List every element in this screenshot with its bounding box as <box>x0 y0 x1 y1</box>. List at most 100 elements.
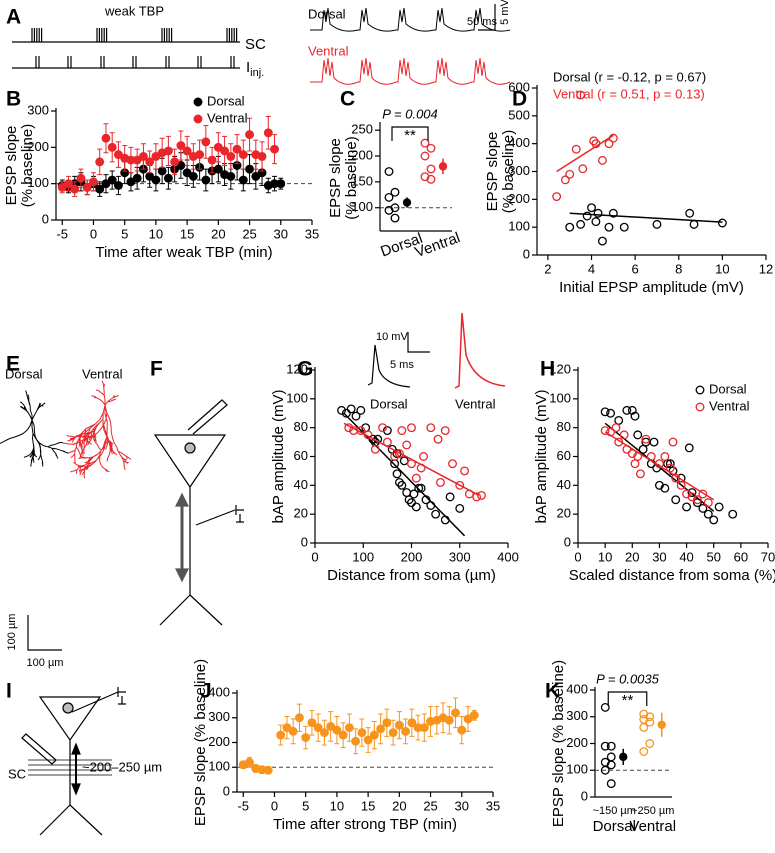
data-point <box>378 423 387 433</box>
data-point <box>455 480 465 490</box>
x-tick-label: 0 <box>574 549 581 564</box>
panel-label: B <box>6 88 21 111</box>
panel-label: H <box>540 358 555 381</box>
data-point <box>431 509 441 519</box>
data-point <box>113 181 123 190</box>
panel-label: G <box>297 358 313 381</box>
data-point <box>444 715 454 725</box>
data-point <box>578 164 588 174</box>
y-axis-label: EPSP slope (% baseline) <box>192 659 209 826</box>
data-point <box>226 151 236 161</box>
data-point <box>421 495 431 505</box>
data-point <box>176 141 186 150</box>
data-point <box>587 203 596 213</box>
y-tick-label: 400 <box>208 684 230 699</box>
x-tick-label: 300 <box>449 549 471 564</box>
data-point <box>95 157 105 167</box>
g-dorsal: Dorsal <box>370 396 408 411</box>
data-point <box>703 509 713 519</box>
x-tick-label: 15 <box>361 798 375 813</box>
data-point <box>319 728 329 738</box>
category-sublabel: ~250 µm <box>631 805 674 817</box>
legend-label: Ventral <box>207 110 248 125</box>
data-point <box>402 488 412 497</box>
a-title: weak TBP <box>104 3 164 18</box>
data-point <box>597 155 607 165</box>
data-point <box>608 208 618 218</box>
f-nucleus <box>184 442 196 454</box>
data-point <box>170 157 180 167</box>
data-point <box>472 492 482 502</box>
sc-label: SC <box>245 36 266 53</box>
data-point <box>188 171 198 181</box>
current-symbol: I <box>246 59 250 76</box>
data-point <box>635 469 645 479</box>
data-point <box>645 739 655 748</box>
y-tick-label: 80 <box>294 419 308 434</box>
data-point <box>301 733 311 742</box>
data-point <box>419 723 429 733</box>
data-point <box>407 459 416 469</box>
x-tick-label: 40 <box>679 549 693 564</box>
x-tick-label: 20 <box>392 798 406 813</box>
e-dorsal: Dorsal <box>5 366 43 381</box>
legend-marker <box>695 402 705 412</box>
data-point <box>604 222 614 232</box>
data-point <box>552 192 562 201</box>
x-tick-label: 25 <box>423 798 437 813</box>
data-point <box>182 146 192 156</box>
legend-marker <box>695 385 705 395</box>
y-tick-label: 100 <box>208 759 230 774</box>
x-tick-label: 30 <box>455 798 469 813</box>
data-point <box>263 765 273 775</box>
y-tick-label: 80 <box>557 419 571 434</box>
data-point <box>356 426 366 435</box>
x-tick-label: 50 <box>706 549 720 564</box>
data-point <box>307 718 317 728</box>
data-point <box>390 187 400 197</box>
data-point <box>394 449 404 459</box>
x-tick-label: 12 <box>759 261 773 276</box>
dorsal-neuron <box>0 390 68 467</box>
legend-label: Dorsal (r = -0.12, p = 0.67) <box>553 69 706 84</box>
y-tick-label: 0 <box>523 246 530 261</box>
data-point <box>416 483 426 493</box>
data-point <box>245 757 254 767</box>
data-point <box>294 713 304 723</box>
mean-point <box>619 752 628 762</box>
y-tick-label: 100 <box>27 175 49 190</box>
category-label: Dorsal <box>593 818 636 835</box>
data-point <box>619 222 629 232</box>
x-tick-label: -5 <box>237 798 249 813</box>
data-point <box>638 444 648 454</box>
x-tick-label: 6 <box>632 261 639 276</box>
data-point <box>619 430 629 440</box>
x-tick-label: 35 <box>305 226 319 241</box>
y-tick-label: 400 <box>566 681 588 696</box>
x-tick-label: 60 <box>734 549 748 564</box>
x-tick-label: 10 <box>330 798 344 813</box>
y-tick-label: 200 <box>351 147 373 162</box>
y-tick-label: 120 <box>286 361 308 376</box>
data-point <box>363 735 373 745</box>
significance-bracket <box>607 691 648 706</box>
data-point <box>420 138 430 148</box>
data-point <box>369 730 379 740</box>
y-tick-label: 0 <box>223 783 230 798</box>
data-point <box>614 437 624 447</box>
data-point <box>593 208 603 218</box>
data-point <box>344 723 354 733</box>
data-point <box>477 490 486 500</box>
y-axis-label: bAP amplitude (mV) <box>533 390 550 524</box>
data-point <box>426 143 436 153</box>
data-point <box>692 498 702 508</box>
data-point <box>464 489 474 499</box>
data-point <box>232 144 242 154</box>
data-point <box>101 133 111 143</box>
data-point <box>332 725 342 735</box>
x-tick-label: 0 <box>90 226 97 241</box>
data-point <box>245 130 255 140</box>
panel-label: J <box>200 680 212 703</box>
data-point <box>163 146 173 156</box>
y-tick-label: 40 <box>557 477 571 492</box>
